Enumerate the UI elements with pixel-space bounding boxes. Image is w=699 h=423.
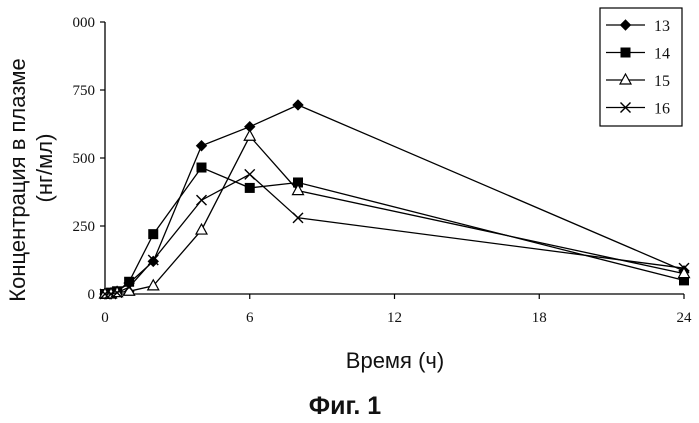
- y-axis-unit: (нг/мл): [32, 134, 57, 203]
- legend-label: 13: [654, 18, 670, 35]
- series-16: [100, 169, 689, 299]
- series-15: [100, 130, 690, 298]
- data-point-13: [293, 100, 303, 110]
- data-point-16: [197, 195, 207, 205]
- x-axis-title: Время (ч): [346, 348, 444, 373]
- x-tick-label: 0: [101, 310, 109, 326]
- y-tick-label: 250: [73, 219, 96, 235]
- data-series: [100, 100, 690, 299]
- y-tick-label: 0: [88, 287, 96, 303]
- series-line-15: [105, 136, 684, 294]
- data-point-13: [197, 141, 207, 151]
- data-point-14: [149, 230, 158, 239]
- legend: 13 14 15 16: [600, 8, 682, 126]
- y-tick-label: 500: [73, 151, 96, 167]
- legend-label: 15: [654, 73, 670, 90]
- x-tick-label: 24: [677, 310, 693, 326]
- legend-label: 16: [654, 101, 670, 118]
- data-point-14: [245, 183, 254, 192]
- x-tick-label: 18: [532, 310, 547, 326]
- chart-axes: [105, 22, 684, 294]
- figure-caption: Фиг. 1: [309, 392, 382, 420]
- data-point-14: [197, 163, 206, 172]
- data-point-15: [196, 224, 207, 234]
- data-point-16: [245, 169, 255, 179]
- legend-label: 14: [654, 46, 670, 63]
- axis-ticks: 025050075000006121824: [73, 15, 693, 326]
- y-axis-title: Концентрация в плазме: [5, 58, 30, 301]
- data-point-15: [244, 130, 255, 140]
- series-line-13: [105, 105, 684, 294]
- series-13: [100, 100, 689, 299]
- y-tick-label: 750: [73, 83, 96, 99]
- y-tick-label: 000: [73, 15, 96, 31]
- legend-marker: [621, 48, 630, 57]
- x-tick-label: 6: [246, 310, 254, 326]
- x-tick-label: 12: [387, 310, 402, 326]
